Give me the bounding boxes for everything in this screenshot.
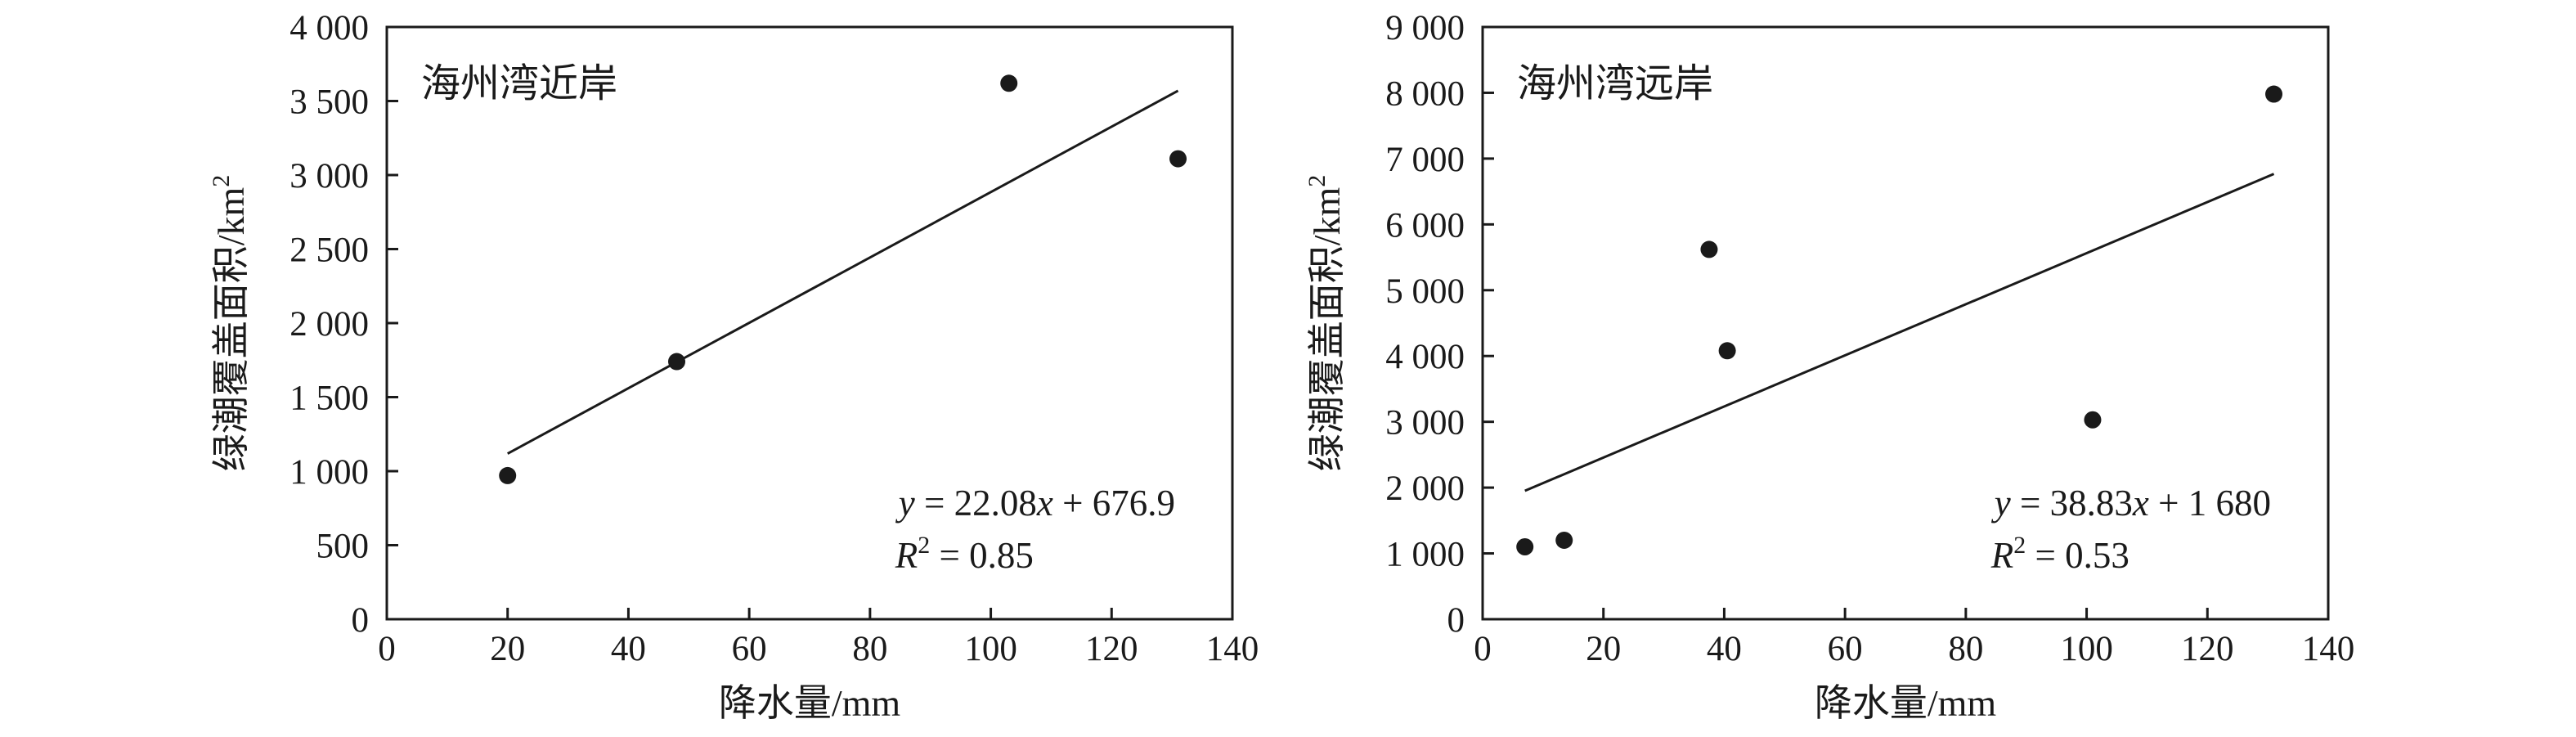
r-squared: R2 = 0.85 [895, 532, 1034, 576]
data-point [1555, 531, 1573, 549]
x-tick-label: 100 [964, 630, 1017, 668]
eq-slope: = 22.08 [915, 483, 1037, 524]
y-tick-label: 1 000 [1385, 536, 1465, 574]
plot-frame [385, 25, 1234, 621]
panel-title: 海州湾近岸 [421, 62, 617, 106]
data-point [1718, 342, 1736, 360]
y-tick-label: 2 500 [289, 231, 369, 270]
x-tick-label: 40 [1707, 630, 1742, 668]
regression-equation: y = 38.83x + 1 680 [1991, 483, 2271, 524]
x-axis-title: 降水量/mm [719, 682, 901, 724]
data-point [1000, 74, 1018, 92]
x-tick-label: 20 [1586, 630, 1621, 668]
y-tick-label: 4 000 [1385, 338, 1465, 376]
eq-intercept: + 1 680 [2149, 483, 2271, 524]
y-axis-title: 绿潮覆盖面积/km2 [208, 175, 252, 472]
data-point [1516, 538, 1534, 556]
r2-value: = 0.85 [930, 535, 1034, 576]
y-tick-label: 0 [352, 601, 370, 640]
data-point [1169, 150, 1187, 168]
x-tick-label: 20 [490, 630, 525, 668]
r2-superscript: 2 [2013, 532, 2026, 559]
r2-r: R [1990, 535, 2014, 576]
r2-r: R [895, 535, 918, 576]
y-tick-label: 1 500 [289, 380, 369, 418]
x-tick-label: 40 [611, 630, 646, 668]
data-point [2265, 85, 2283, 103]
data-point [2084, 411, 2102, 429]
y-axis-title: 绿潮覆盖面积/km2 [1304, 175, 1348, 472]
chart-panel-left: 0 20 40 60 80 100 120 140 0 500 1 000 1 500 2 000 2 5… [208, 9, 1259, 724]
y-tick-label: 0 [1447, 601, 1465, 640]
eq-y-var: y [1991, 483, 2011, 524]
data-point [1700, 240, 1718, 258]
x-tick-label: 120 [1085, 630, 1138, 668]
r2-superscript: 2 [918, 532, 930, 559]
y-tick-label: 4 000 [289, 9, 369, 47]
eq-x-var: x [2132, 483, 2149, 524]
x-tick-label: 0 [378, 630, 396, 668]
eq-x-var: x [1036, 483, 1053, 524]
r-squared: R2 = 0.53 [1990, 532, 2129, 576]
y-tick-label: 2 000 [289, 305, 369, 344]
panel-title: 海州湾远岸 [1517, 62, 1713, 106]
y-tick-label: 6 000 [1385, 206, 1465, 245]
y-axis-title-main: 绿潮覆盖面积/km [210, 187, 252, 472]
x-tick-label: 80 [852, 630, 887, 668]
y-tick-label: 3 500 [289, 83, 369, 122]
x-tick-label: 100 [2060, 630, 2113, 668]
y-axis-title-main: 绿潮覆盖面积/km [1306, 187, 1348, 472]
y-axis-title-superscript: 2 [1304, 175, 1331, 187]
eq-slope: = 38.83 [2011, 483, 2133, 524]
chart-panel-right: 0 20 40 60 80 100 120 140 0 1 000 2 000 3 000 4 000 5… [1304, 9, 2354, 724]
eq-y-var: y [895, 483, 915, 524]
x-tick-label: 0 [1474, 630, 1492, 668]
x-tick-label: 120 [2181, 630, 2234, 668]
eq-intercept: + 676.9 [1053, 483, 1175, 524]
x-axis-title: 降水量/mm [1815, 682, 1997, 724]
y-tick-label: 2 000 [1385, 470, 1465, 508]
y-axis-title-superscript: 2 [208, 175, 235, 187]
r2-value: = 0.53 [2026, 535, 2129, 576]
x-tick-label: 140 [1206, 630, 1259, 668]
x-tick-label: 60 [1828, 630, 1863, 668]
data-point [668, 353, 686, 371]
fit-line [1524, 173, 2275, 492]
y-tick-label: 9 000 [1385, 9, 1465, 47]
fit-line [507, 89, 1179, 455]
data-point [499, 466, 517, 484]
y-tick-label: 500 [316, 528, 370, 566]
plot-frame [1481, 25, 2330, 621]
y-tick-label: 8 000 [1385, 74, 1465, 113]
y-tick-label: 5 000 [1385, 272, 1465, 311]
x-tick-label: 80 [1948, 630, 1983, 668]
y-tick-label: 3 000 [1385, 404, 1465, 443]
y-tick-label: 7 000 [1385, 141, 1465, 179]
y-tick-label: 3 000 [289, 157, 369, 195]
x-tick-label: 60 [732, 630, 767, 668]
y-tick-label: 1 000 [289, 453, 369, 492]
x-tick-label: 140 [2302, 630, 2355, 668]
regression-equation: y = 22.08x + 676.9 [895, 483, 1175, 524]
